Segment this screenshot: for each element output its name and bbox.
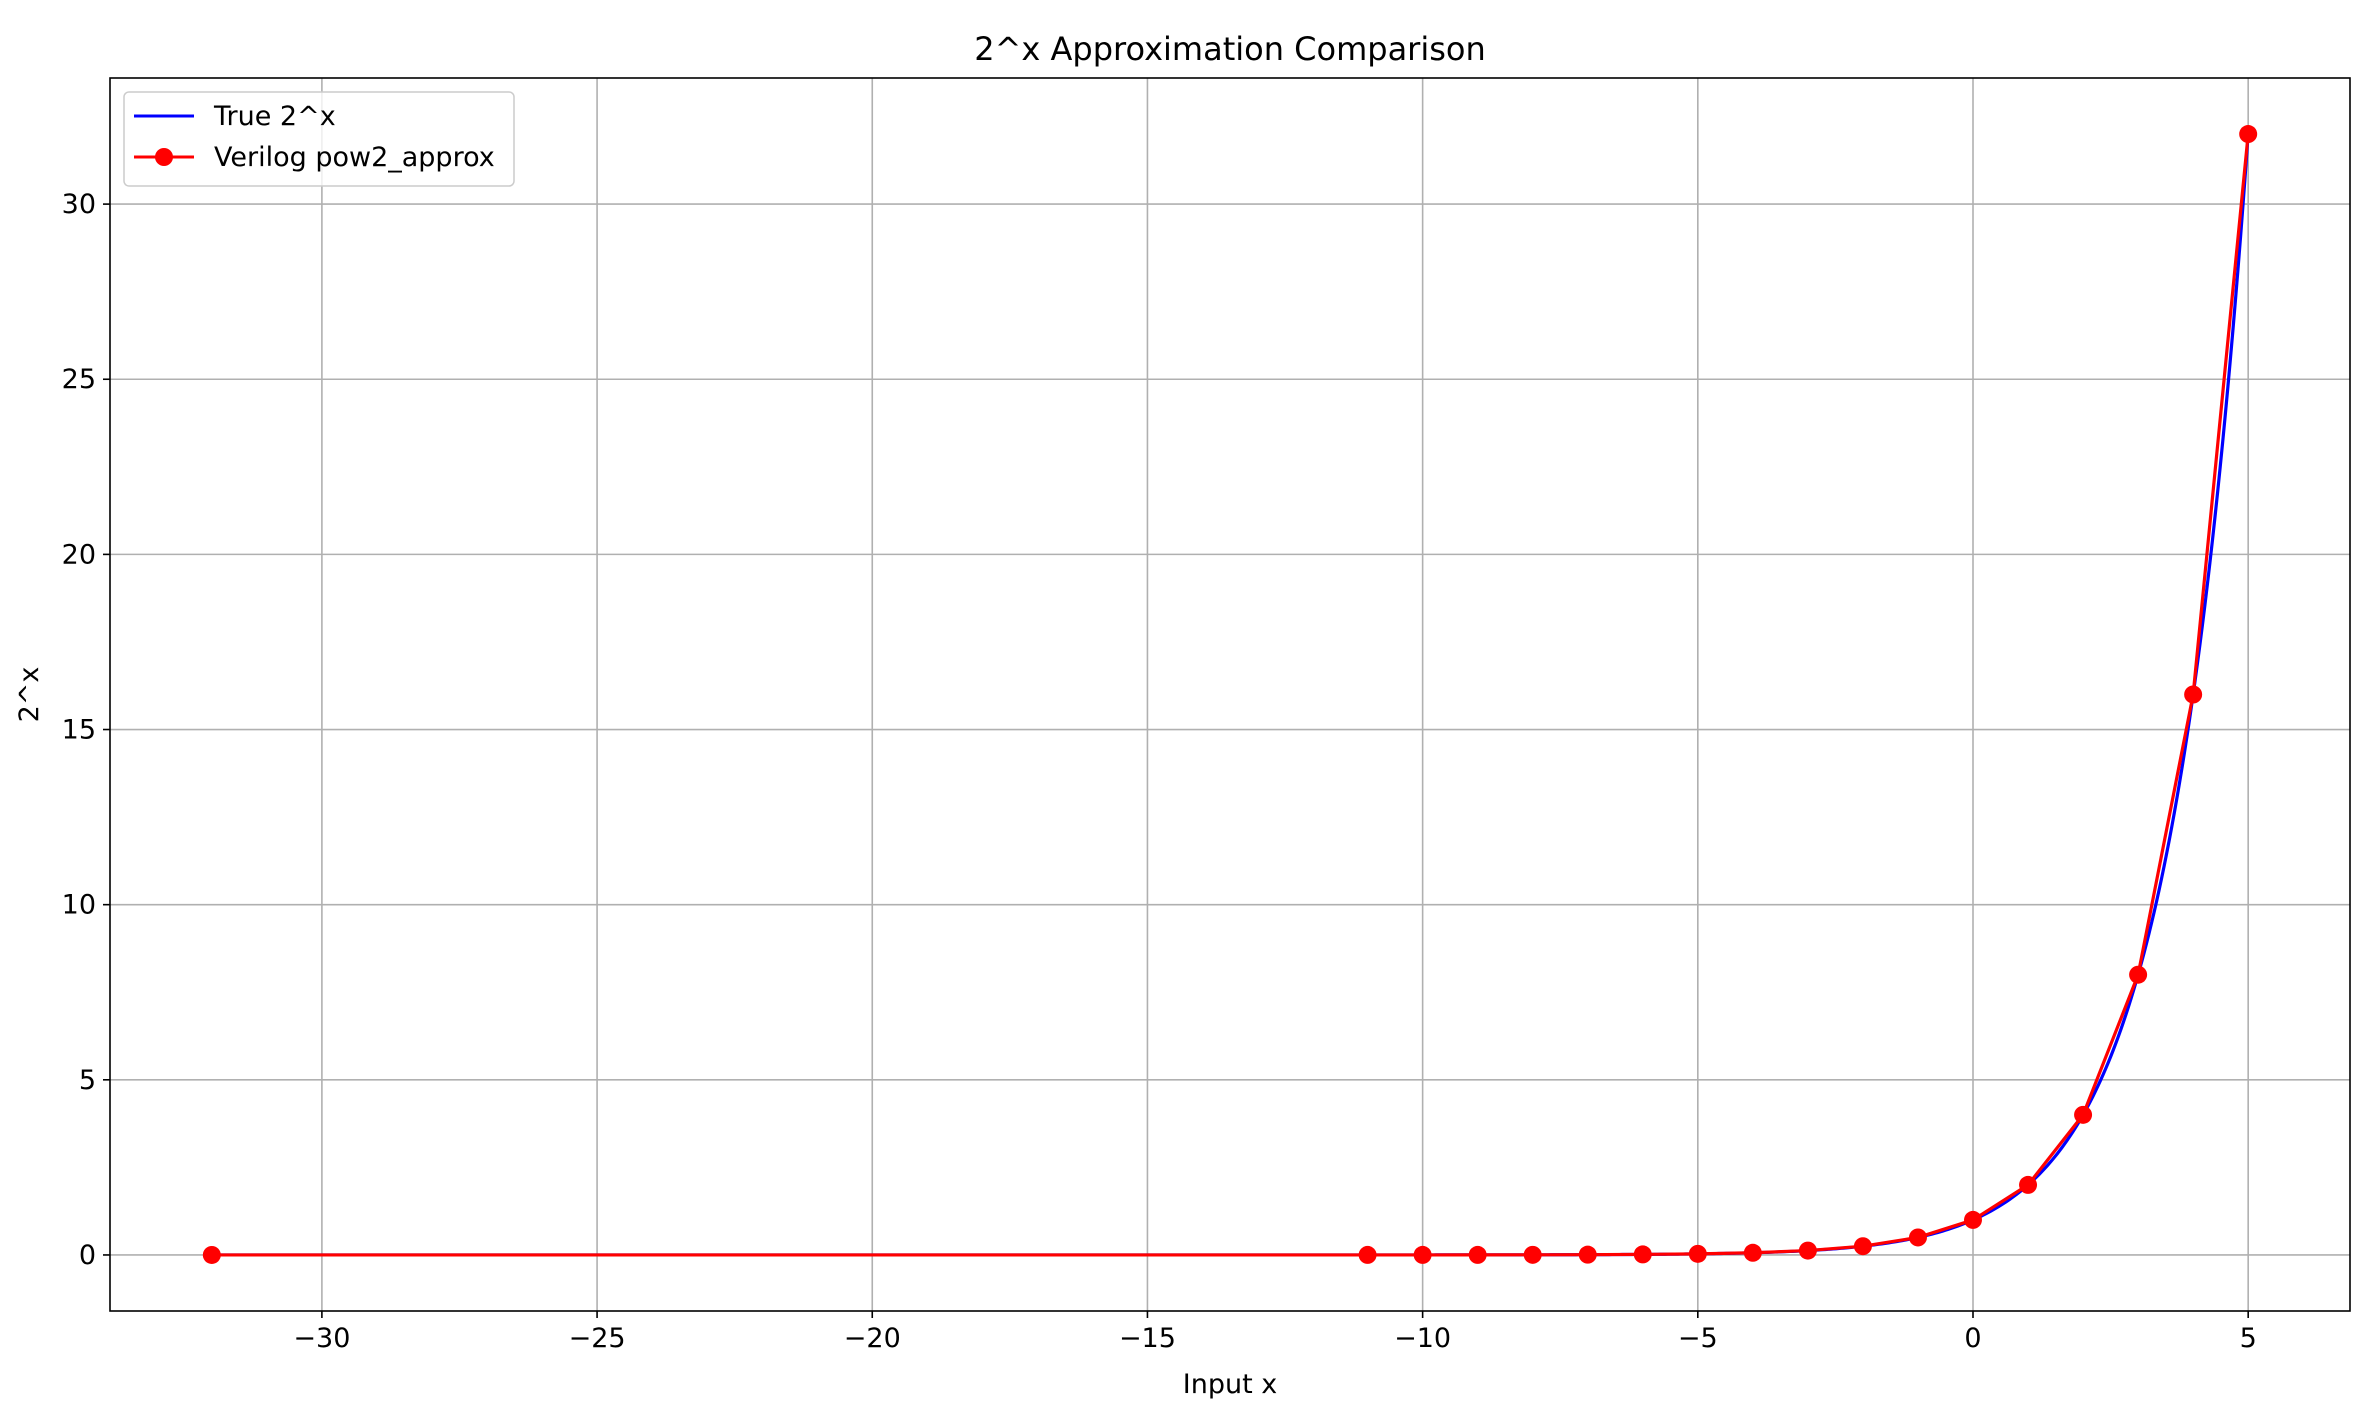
- data-point-verilog-approx: [2129, 965, 2148, 984]
- y-tick-label: 10: [62, 890, 96, 921]
- x-axis-label: Input x: [1183, 1369, 1277, 1400]
- data-point-verilog-approx: [1853, 1237, 1872, 1256]
- y-tick-label: 25: [62, 364, 96, 395]
- x-tick-label: −25: [569, 1323, 626, 1354]
- x-tick-label: −5: [1678, 1323, 1718, 1354]
- y-tick-label: 0: [79, 1240, 96, 1271]
- legend-label-verilog: Verilog pow2_approx: [214, 142, 495, 173]
- x-tick-label: −10: [1394, 1323, 1451, 1354]
- axis-ticks: −30 −25 −20 −15 −10 −5 0 5 0 5 10 15 20 25 30: [62, 189, 2257, 1354]
- data-point-verilog-approx: [1578, 1245, 1597, 1264]
- y-tick-label: 5: [79, 1065, 96, 1096]
- data-point-verilog-approx: [1633, 1245, 1652, 1264]
- data-point-verilog-approx: [1523, 1245, 1542, 1264]
- legend-label-true: True 2^x: [213, 101, 336, 132]
- x-tick-label: 5: [2240, 1323, 2257, 1354]
- data-point-verilog-approx: [2074, 1105, 2093, 1124]
- data-point-verilog-approx: [1413, 1245, 1432, 1264]
- data-point-verilog-approx: [1963, 1210, 1982, 1229]
- x-tick-label: −15: [1119, 1323, 1176, 1354]
- y-tick-label: 30: [62, 189, 96, 220]
- data-point-verilog-approx: [1908, 1228, 1927, 1247]
- x-tick-label: −20: [844, 1323, 901, 1354]
- data-point-verilog-approx: [2184, 685, 2203, 704]
- y-tick-label: 20: [62, 539, 96, 570]
- legend: True 2^x Verilog pow2_approx: [123, 91, 515, 187]
- series-layer: [202, 125, 2258, 1264]
- grid-lines: [110, 78, 2350, 1311]
- series-line-verilog-approx: [211, 133, 2250, 1257]
- y-axis-label: 2^x: [14, 667, 45, 723]
- chart-title: 2^x Approximation Comparison: [974, 30, 1486, 68]
- data-point-verilog-approx: [1688, 1244, 1707, 1263]
- axes-frame: [109, 77, 2351, 1312]
- y-tick-label: 15: [62, 715, 96, 746]
- data-point-verilog-approx: [1468, 1245, 1487, 1264]
- legend-marker-verilog: [155, 148, 173, 166]
- legend-box: [123, 91, 515, 187]
- data-point-verilog-approx: [202, 1245, 221, 1264]
- data-point-verilog-approx: [2239, 125, 2258, 144]
- x-tick-label: −30: [293, 1323, 350, 1354]
- data-point-verilog-approx: [1358, 1245, 1377, 1264]
- data-point-verilog-approx: [2019, 1175, 2038, 1194]
- x-tick-label: 0: [1964, 1323, 1981, 1354]
- data-point-verilog-approx: [1743, 1243, 1762, 1262]
- data-point-verilog-approx: [1798, 1241, 1817, 1260]
